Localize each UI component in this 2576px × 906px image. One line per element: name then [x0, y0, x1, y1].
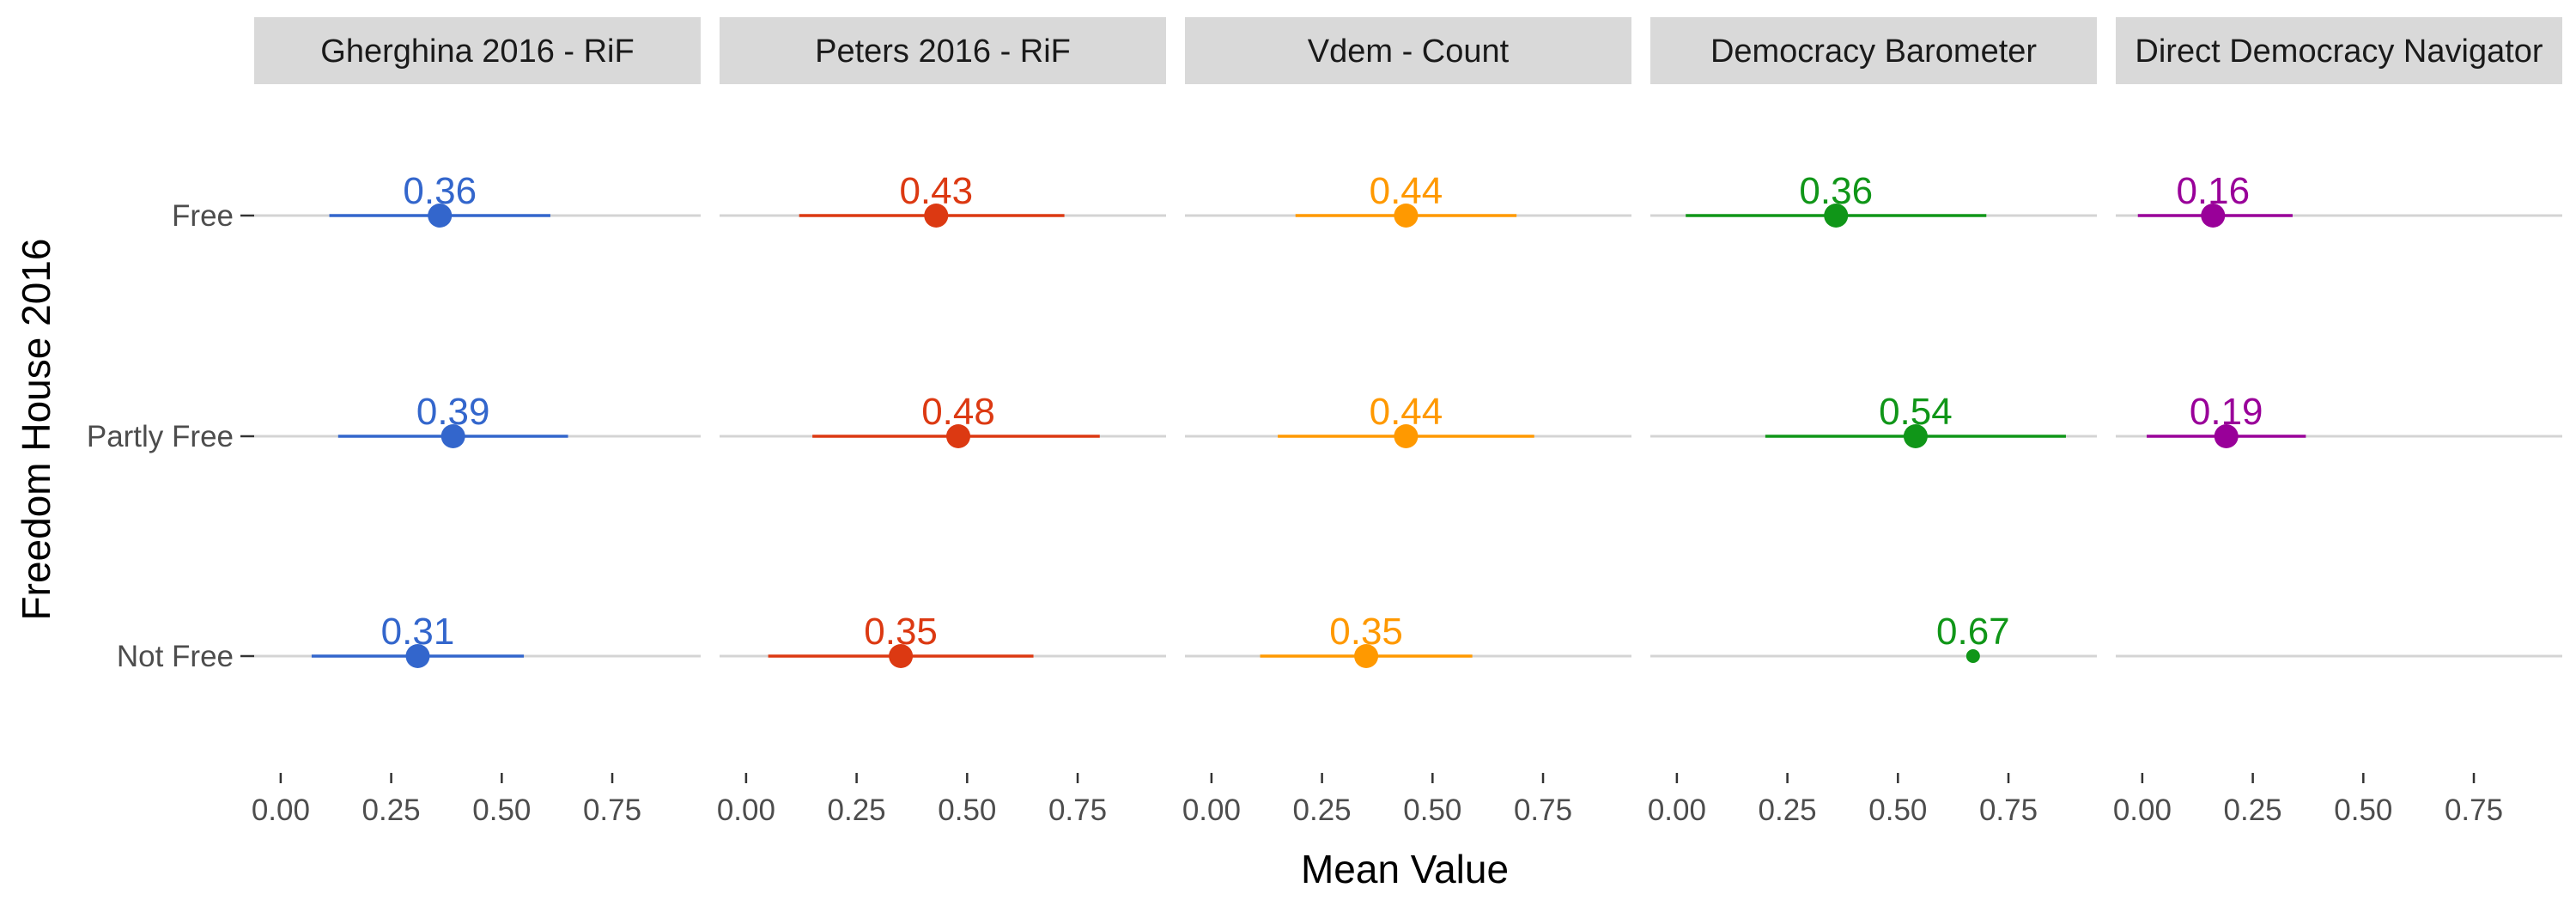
mean-point — [924, 204, 949, 228]
x-tick-label: 0.00 — [717, 794, 775, 827]
mean-point — [2201, 204, 2226, 228]
data-label: 0.36 — [403, 170, 477, 212]
x-tick-label: 0.25 — [1293, 794, 1352, 827]
mean-point — [1965, 649, 1980, 663]
mean-point — [946, 424, 971, 448]
x-tick-label: 0.50 — [1403, 794, 1461, 827]
data-label: 0.54 — [1879, 391, 1953, 433]
mean-point — [1824, 204, 1849, 228]
facet-title: Direct Democracy Navigator — [2135, 33, 2543, 70]
x-tick-label: 0.00 — [1648, 794, 1706, 827]
x-tick-label: 0.75 — [2445, 794, 2503, 827]
data-label: 0.48 — [921, 391, 995, 433]
facet-panel: Vdem - Count 0.00 0.25 0.50 0.75 0.44 0.44 0.35 — [1182, 17, 1631, 827]
data-label: 0.44 — [1370, 391, 1443, 433]
x-tick-label: 0.50 — [2334, 794, 2392, 827]
facet-panel: Gherghina 2016 - RiF 0.00 0.25 0.50 0.75 0.36… — [252, 17, 701, 827]
data-label: 0.43 — [899, 170, 973, 212]
facet-title: Democracy Barometer — [1710, 33, 2037, 70]
facet-panel: Direct Democracy Navigator 0.00 0.25 0.50 0.… — [2113, 17, 2562, 827]
mean-point — [1354, 644, 1379, 668]
x-tick-label: 0.25 — [828, 794, 886, 827]
facet-title: Gherghina 2016 - RiF — [320, 33, 634, 70]
y-axis-title: Freedom House 2016 — [14, 239, 58, 621]
x-tick-label: 0.75 — [1979, 794, 2038, 827]
x-tick-label: 0.25 — [2224, 794, 2282, 827]
data-label: 0.31 — [381, 611, 455, 653]
mean-point — [1394, 424, 1419, 448]
mean-point — [889, 644, 914, 668]
facet-strip — [254, 17, 701, 84]
mean-point — [1394, 204, 1419, 228]
x-tick-label: 0.00 — [2113, 794, 2172, 827]
mean-point — [440, 424, 465, 448]
facet-title: Peters 2016 - RiF — [815, 33, 1071, 70]
facet-panel: Peters 2016 - RiF 0.00 0.25 0.50 0.75 0.43 0.4… — [717, 17, 1166, 827]
facet-panel: Democracy Barometer 0.00 0.25 0.50 0.75 0.36 0… — [1648, 17, 2097, 827]
data-label: 0.35 — [1329, 611, 1403, 653]
mean-point — [2214, 424, 2239, 448]
mean-point — [1903, 424, 1928, 448]
x-axis-title: Mean Value — [1301, 847, 1509, 891]
facet-title: Vdem - Count — [1308, 33, 1510, 70]
data-label: 0.16 — [2176, 170, 2250, 212]
data-label: 0.19 — [2190, 391, 2263, 433]
x-tick-label: 0.75 — [583, 794, 641, 827]
x-tick-label: 0.50 — [938, 794, 996, 827]
x-tick-label: 0.50 — [472, 794, 531, 827]
x-tick-label: 0.00 — [1182, 794, 1241, 827]
data-label: 0.67 — [1936, 611, 2010, 653]
mean-point — [405, 644, 430, 668]
mean-point — [428, 204, 453, 228]
x-tick-label: 0.75 — [1514, 794, 1572, 827]
facet-strip — [1650, 17, 2097, 84]
y-tick-label: Free — [172, 199, 234, 233]
facet-strip — [1185, 17, 1631, 84]
y-tick-label: Not Free — [117, 640, 234, 673]
data-label: 0.44 — [1370, 170, 1443, 212]
data-label: 0.36 — [1799, 170, 1873, 212]
x-tick-label: 0.00 — [252, 794, 310, 827]
data-label: 0.39 — [416, 391, 490, 433]
y-tick-label: Partly Free — [87, 420, 234, 453]
x-tick-label: 0.25 — [1759, 794, 1817, 827]
panels-layer: Gherghina 2016 - RiF 0.00 0.25 0.50 0.75 0.36… — [252, 17, 2562, 827]
y-axis: Free Partly Free Not Free — [87, 199, 254, 673]
x-tick-label: 0.25 — [362, 794, 421, 827]
facet-strip — [2116, 17, 2562, 84]
x-tick-label: 0.50 — [1868, 794, 1927, 827]
data-label: 0.35 — [864, 611, 938, 653]
facet-strip — [720, 17, 1166, 84]
x-tick-label: 0.75 — [1048, 794, 1107, 827]
